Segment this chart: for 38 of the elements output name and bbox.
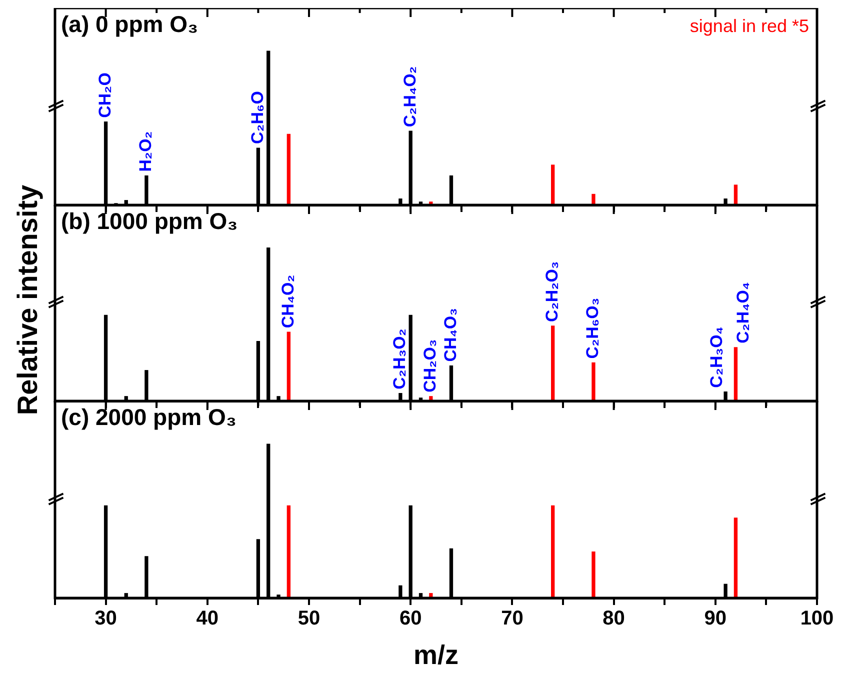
annotation: C₂H₄O₄	[733, 282, 752, 344]
annotation: C₂H₃O₂	[390, 328, 410, 390]
annotation: C₂H₆O₃	[583, 298, 602, 359]
bar	[286, 332, 291, 401]
chart-title: (c) 2000 ppm O₃	[61, 404, 237, 430]
annotation: CH₄O₂	[278, 274, 298, 328]
chart-title: (a) 0 ppm O₃	[61, 10, 198, 37]
annotation: C₂H₂O₃	[542, 261, 562, 322]
annotation: C₂H₃O₄	[707, 326, 726, 388]
x-tick-label: 30	[94, 608, 117, 630]
x-tick-label: 50	[298, 608, 320, 630]
x-tick-label: 90	[704, 608, 727, 630]
y-axis-title: Relative intensity	[12, 184, 44, 416]
x-tick-label: 70	[501, 608, 524, 630]
annotation: H₂O₂	[136, 131, 156, 172]
bar	[592, 552, 596, 598]
x-tick-label: 40	[196, 608, 219, 630]
annotation: CH₂O₃	[420, 339, 440, 392]
bar	[734, 518, 738, 598]
bar	[551, 505, 555, 598]
annotation: C₂H₄O₂	[400, 66, 420, 128]
x-tick-label: 60	[399, 608, 422, 630]
bar	[551, 326, 555, 401]
annotation: C₂H₆O	[248, 90, 267, 144]
annotation: CH₄O₃	[440, 308, 460, 362]
chart-title: (b) 1000 ppm O₃	[61, 208, 238, 234]
bar	[551, 164, 555, 205]
bar	[734, 347, 738, 401]
bar	[734, 184, 738, 205]
bar	[592, 362, 596, 401]
annotation: CH₂O	[95, 72, 114, 118]
text: signal in red *5	[690, 16, 809, 36]
bar	[592, 194, 596, 205]
x-tick-label: 100	[800, 608, 834, 630]
bar	[286, 134, 291, 205]
bar	[286, 505, 291, 598]
x-axis-title: m/z	[414, 640, 459, 671]
x-tick-label: 80	[602, 608, 625, 630]
